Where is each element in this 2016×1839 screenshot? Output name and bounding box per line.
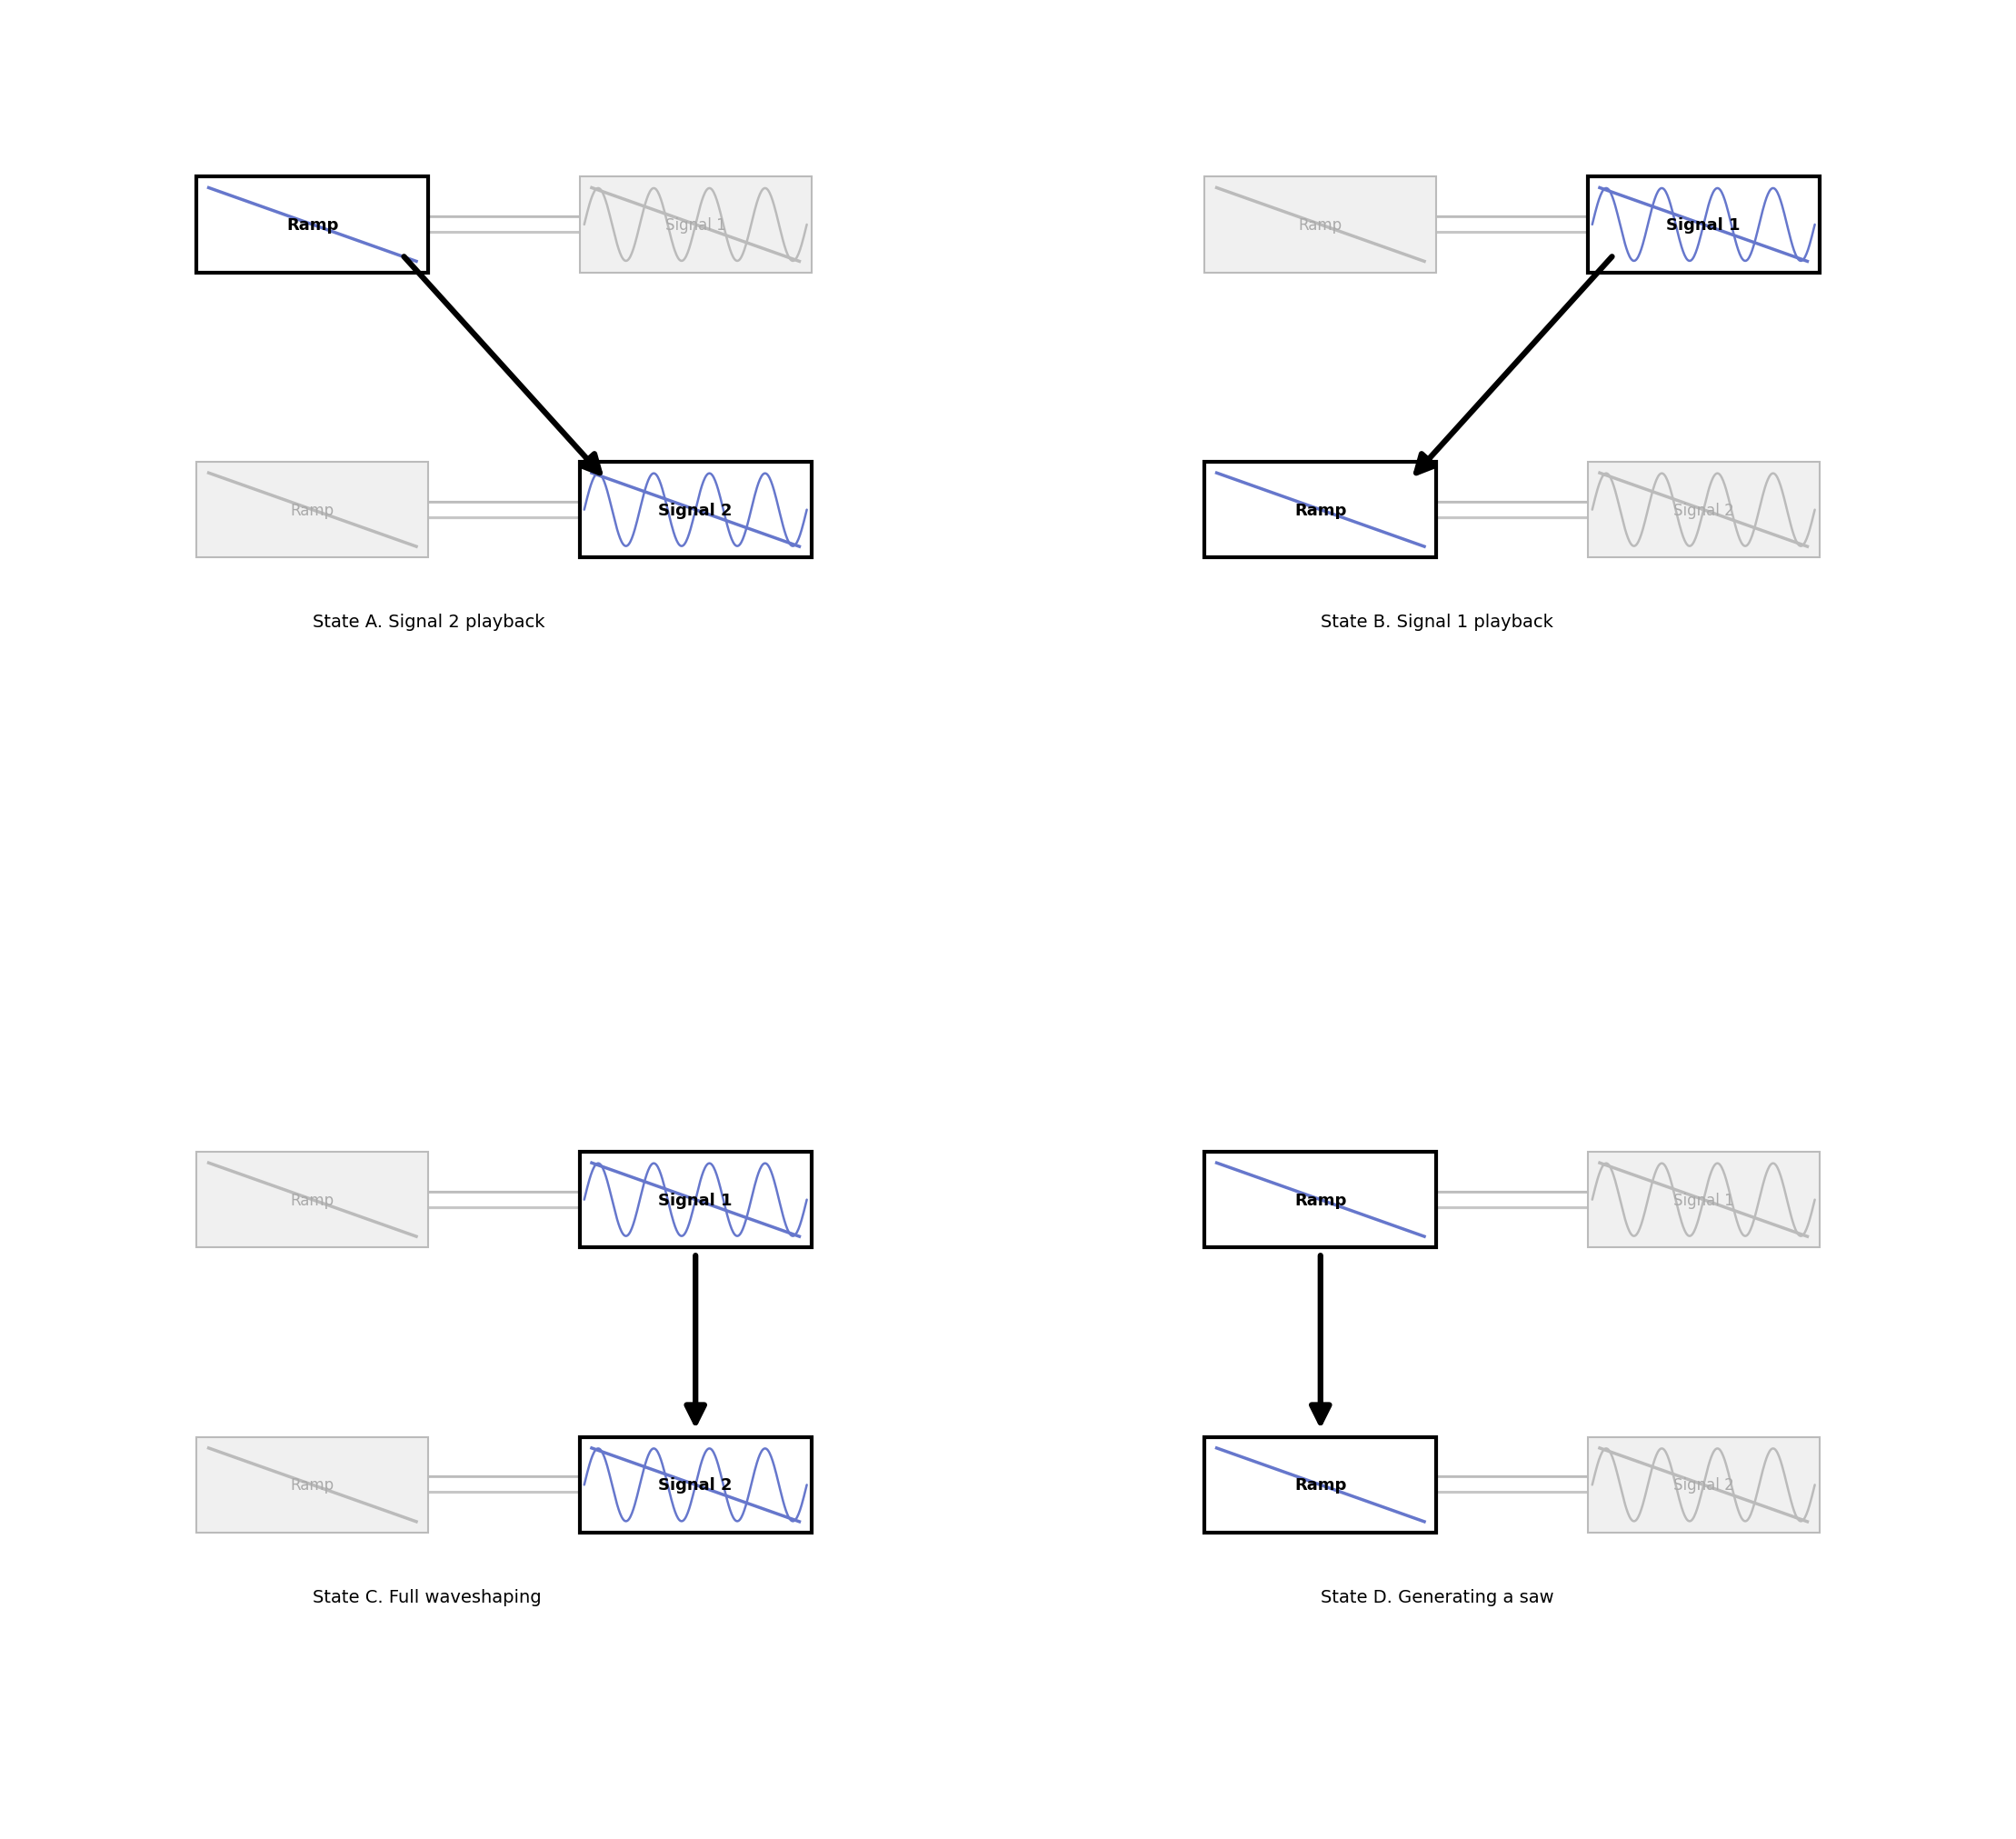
- Text: Ramp: Ramp: [1294, 502, 1347, 519]
- FancyBboxPatch shape: [1206, 1438, 1435, 1534]
- FancyBboxPatch shape: [1589, 1151, 1818, 1247]
- Text: State A. Signal 2 playback: State A. Signal 2 playback: [312, 614, 544, 631]
- FancyBboxPatch shape: [1206, 1151, 1435, 1247]
- FancyBboxPatch shape: [1206, 462, 1435, 559]
- Text: Ramp: Ramp: [1294, 1192, 1347, 1208]
- Text: Ramp: Ramp: [290, 502, 335, 519]
- Text: Signal 2: Signal 2: [1673, 1477, 1734, 1493]
- FancyBboxPatch shape: [196, 1151, 429, 1247]
- Text: Signal 1: Signal 1: [659, 1192, 732, 1208]
- FancyBboxPatch shape: [1206, 177, 1435, 272]
- Text: Ramp: Ramp: [1298, 217, 1343, 234]
- Text: Signal 2: Signal 2: [659, 502, 732, 519]
- FancyBboxPatch shape: [581, 177, 810, 272]
- FancyBboxPatch shape: [581, 462, 810, 559]
- Text: Ramp: Ramp: [1294, 1477, 1347, 1493]
- Text: Signal 2: Signal 2: [1673, 502, 1734, 519]
- Text: Ramp: Ramp: [290, 1477, 335, 1493]
- Text: State B. Signal 1 playback: State B. Signal 1 playback: [1320, 614, 1552, 631]
- Text: Signal 2: Signal 2: [659, 1477, 732, 1493]
- FancyBboxPatch shape: [1589, 177, 1818, 272]
- FancyBboxPatch shape: [1589, 1438, 1818, 1534]
- Text: Signal 1: Signal 1: [1667, 217, 1740, 234]
- Text: Signal 1: Signal 1: [665, 217, 726, 234]
- FancyBboxPatch shape: [196, 462, 429, 559]
- FancyBboxPatch shape: [1589, 462, 1818, 559]
- Text: State D. Generating a saw: State D. Generating a saw: [1320, 1587, 1554, 1605]
- Text: Ramp: Ramp: [290, 1192, 335, 1208]
- Text: Signal 1: Signal 1: [1673, 1192, 1734, 1208]
- FancyBboxPatch shape: [196, 1438, 429, 1534]
- FancyBboxPatch shape: [581, 1151, 810, 1247]
- Text: State C. Full waveshaping: State C. Full waveshaping: [312, 1587, 540, 1605]
- FancyBboxPatch shape: [581, 1438, 810, 1534]
- FancyBboxPatch shape: [196, 177, 429, 272]
- Text: Ramp: Ramp: [286, 217, 339, 234]
